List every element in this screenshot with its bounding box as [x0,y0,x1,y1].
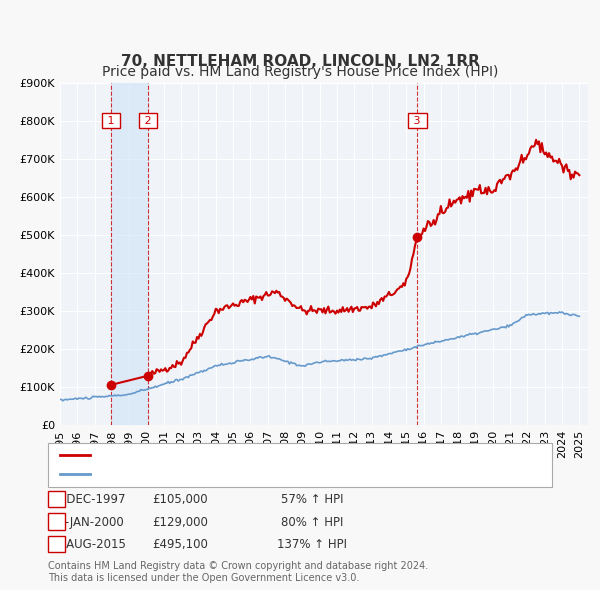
Text: Price paid vs. HM Land Registry's House Price Index (HPI): Price paid vs. HM Land Registry's House … [102,65,498,79]
Text: 3: 3 [410,116,424,126]
Text: 3: 3 [53,537,60,550]
Text: 70, NETTLEHAM ROAD, LINCOLN, LN2 1RR (detached house): 70, NETTLEHAM ROAD, LINCOLN, LN2 1RR (de… [96,448,452,461]
Text: 137% ↑ HPI: 137% ↑ HPI [277,538,347,551]
Bar [111,83,148,425]
Text: £129,000: £129,000 [152,516,208,529]
Text: 57% ↑ HPI: 57% ↑ HPI [281,493,343,506]
Text: £105,000: £105,000 [152,493,208,506]
Text: 31-JAN-2000: 31-JAN-2000 [50,516,124,529]
Text: Contains HM Land Registry data © Crown copyright and database right 2024.
This d: Contains HM Land Registry data © Crown c… [48,561,428,583]
Text: 2: 2 [141,116,155,126]
Text: 2: 2 [53,515,60,528]
Text: 70, NETTLEHAM ROAD, LINCOLN, LN2 1RR: 70, NETTLEHAM ROAD, LINCOLN, LN2 1RR [121,54,479,70]
Text: £495,100: £495,100 [152,538,208,551]
Text: 26-AUG-2015: 26-AUG-2015 [47,538,127,551]
Text: HPI: Average price, detached house, Lincoln: HPI: Average price, detached house, Linc… [96,468,356,481]
Text: 12-DEC-1997: 12-DEC-1997 [48,493,126,506]
Text: 80% ↑ HPI: 80% ↑ HPI [281,516,343,529]
Text: 1: 1 [53,493,60,506]
Text: 1: 1 [104,116,118,126]
